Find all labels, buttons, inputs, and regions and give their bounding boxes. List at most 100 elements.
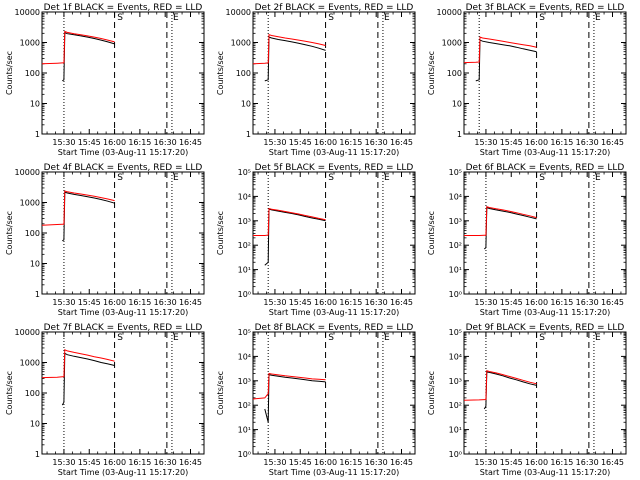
x-tick-label: 16:45	[179, 138, 202, 147]
y-tick-label: 10²	[238, 241, 251, 250]
panel-title: Det 7f BLACK = Events, RED = LLD	[44, 323, 203, 333]
y-tick-label: 1000	[20, 199, 40, 208]
x-tick-label: 15:45	[289, 298, 312, 307]
y-axis-label: Counts/sec	[5, 371, 14, 415]
plot-frame	[463, 11, 627, 135]
detector-panel-3: Det 3f BLACK = Events, RED = LLD 1 10 100 10…	[427, 3, 627, 157]
x-axis-label: Start Time (03-Aug-11 15:17:20)	[58, 468, 189, 477]
y-tick-label: 10¹	[238, 266, 251, 275]
lld-series-line	[464, 206, 537, 236]
y-tick-label: 10²	[449, 241, 462, 250]
marker-letter: S	[328, 333, 334, 343]
x-tick-label: 15:45	[500, 458, 523, 467]
x-tick-label: 15:30	[474, 458, 497, 467]
x-tick-label: 16:45	[601, 298, 624, 307]
y-tick-label: 10000	[437, 8, 462, 17]
y-tick-label: 1	[35, 290, 40, 299]
detector-panel-6: Det 6f BLACK = Events, RED = LLD 10⁰ 10¹ 10…	[427, 163, 627, 317]
x-tick-label: 15:30	[52, 298, 75, 307]
plot-frame	[252, 11, 416, 135]
panel-title: Det 6f BLACK = Events, RED = LLD	[466, 163, 625, 173]
y-tick-label: 1000	[20, 359, 40, 368]
x-tick-label: 16:15	[550, 138, 573, 147]
x-tick-label: 16:45	[390, 298, 413, 307]
x-tick-label: 15:45	[78, 138, 101, 147]
x-tick-label: 16:00	[314, 298, 337, 307]
y-axis-label: Counts/sec	[5, 211, 14, 255]
x-tick-label: 16:00	[525, 138, 548, 147]
y-tick-label: 10⁰	[449, 450, 462, 459]
y-axis-label: Counts/sec	[427, 371, 436, 415]
x-axis-label: Start Time (03-Aug-11 15:17:20)	[269, 468, 400, 477]
y-tick-label: 10³	[449, 217, 462, 226]
x-axis-label: Start Time (03-Aug-11 15:17:20)	[269, 308, 400, 317]
plot-frame	[41, 171, 205, 295]
marker-letter: E	[384, 173, 390, 183]
x-tick-label: 16:15	[128, 298, 151, 307]
y-tick-label: 1	[35, 130, 40, 139]
panel-title: Det 8f BLACK = Events, RED = LLD	[255, 323, 414, 333]
x-tick-label: 16:30	[365, 458, 388, 467]
panel-title: Det 3f BLACK = Events, RED = LLD	[466, 3, 625, 13]
lld-series-line	[463, 370, 537, 401]
y-tick-label: 10000	[15, 168, 40, 177]
y-tick-label: 1000	[20, 39, 40, 48]
y-tick-label: 10000	[15, 328, 40, 337]
y-axis-label: Counts/sec	[216, 211, 225, 255]
x-tick-label: 16:45	[179, 298, 202, 307]
events-series-line	[61, 352, 115, 406]
panel-title: Det 4f BLACK = Events, RED = LLD	[44, 163, 203, 173]
y-tick-label: 10⁵	[449, 168, 462, 177]
y-tick-label: 10³	[449, 377, 462, 386]
marker-letter: S	[539, 13, 545, 23]
x-axis-label: Start Time (03-Aug-11 15:17:20)	[269, 148, 400, 157]
y-tick-label: 10¹	[238, 426, 251, 435]
x-tick-label: 15:45	[289, 458, 312, 467]
detector-panel-5: Det 5f BLACK = Events, RED = LLD 10⁰ 10¹ 10…	[216, 163, 416, 317]
y-tick-label: 10⁵	[238, 328, 251, 337]
x-tick-label: 16:45	[179, 458, 202, 467]
x-tick-label: 16:45	[390, 138, 413, 147]
marker-letter: S	[328, 173, 334, 183]
marker-letter: E	[384, 333, 390, 343]
x-tick-label: 16:45	[601, 138, 624, 147]
y-tick-label: 10⁴	[449, 352, 462, 361]
y-axis-label: Counts/sec	[216, 371, 225, 415]
events-series-line	[483, 206, 537, 250]
detector-panel-7: Det 7f BLACK = Events, RED = LLD 1 10 100 10…	[5, 323, 205, 477]
y-tick-label: 10³	[238, 217, 251, 226]
x-axis-label: Start Time (03-Aug-11 15:17:20)	[480, 468, 611, 477]
lld-series-line	[252, 34, 326, 65]
y-tick-label: 10	[30, 100, 40, 109]
x-tick-label: 16:45	[601, 458, 624, 467]
plot-frame	[252, 171, 416, 295]
y-tick-label: 10	[30, 420, 40, 429]
y-tick-label: 10	[452, 100, 462, 109]
x-tick-label: 15:45	[78, 458, 101, 467]
marker-letter: S	[539, 173, 545, 183]
y-axis-label: Counts/sec	[427, 51, 436, 95]
y-tick-label: 10⁰	[238, 290, 251, 299]
y-tick-label: 100	[447, 69, 462, 78]
x-tick-label: 16:30	[365, 298, 388, 307]
x-tick-label: 15:30	[52, 458, 75, 467]
x-axis-label: Start Time (03-Aug-11 15:17:20)	[58, 148, 189, 157]
x-tick-label: 16:30	[154, 458, 177, 467]
y-tick-label: 1000	[231, 39, 251, 48]
x-axis-label: Start Time (03-Aug-11 15:17:20)	[480, 308, 611, 317]
y-tick-label: 10³	[238, 377, 251, 386]
x-tick-label: 16:15	[339, 138, 362, 147]
x-tick-label: 16:15	[339, 458, 362, 467]
y-tick-label: 10⁴	[449, 192, 462, 201]
panel-title: Det 9f BLACK = Events, RED = LLD	[466, 323, 625, 333]
events-series-line	[475, 39, 537, 82]
y-tick-label: 10⁴	[238, 192, 251, 201]
x-tick-label: 15:30	[263, 458, 286, 467]
detector-panel-9: Det 9f BLACK = Events, RED = LLD 10⁰ 10¹ 10…	[427, 323, 627, 477]
y-tick-label: 1	[35, 450, 40, 459]
marker-letter: S	[117, 333, 123, 343]
y-tick-label: 10⁰	[449, 290, 462, 299]
x-tick-label: 16:30	[365, 138, 388, 147]
detector-panel-4: Det 4f BLACK = Events, RED = LLD 1 10 100 10…	[5, 163, 205, 317]
